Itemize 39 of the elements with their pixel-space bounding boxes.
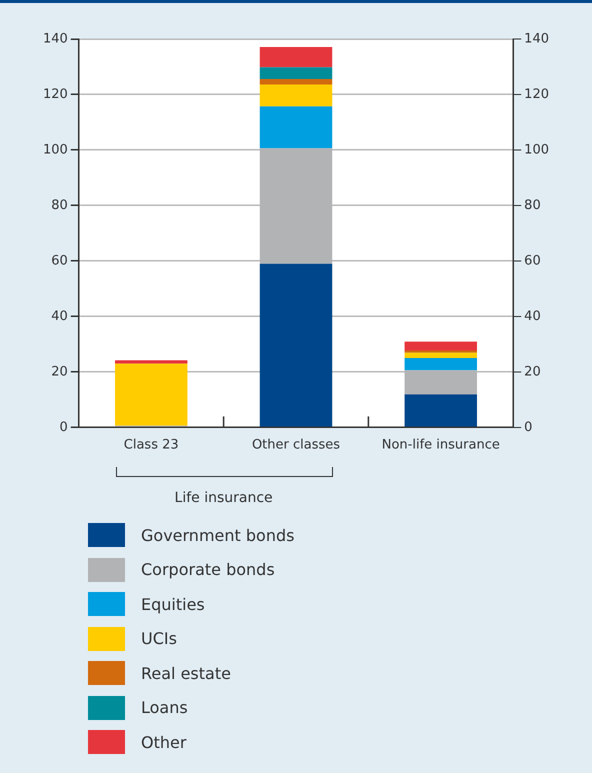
legend-label: Loans	[141, 698, 188, 718]
y2-tick-label: 140	[42, 31, 68, 46]
text: Life insurance	[174, 490, 273, 506]
bar	[404, 358, 477, 370]
y-tick-label: 80	[524, 198, 541, 213]
y2-tick-label: 100	[42, 142, 68, 158]
bar	[115, 364, 188, 426]
y-tick-label: 60	[524, 253, 541, 268]
bar	[260, 78, 332, 84]
bar	[260, 84, 332, 106]
x-tick-label: Other classes	[252, 438, 340, 453]
legend-label: Corporate bonds	[141, 560, 275, 580]
legend-label: Government bonds	[141, 526, 294, 545]
y-tick-label: 40	[524, 308, 541, 324]
x-tick-label: Non-life insurance	[382, 438, 500, 453]
y2-tick-label: 80	[51, 198, 68, 213]
y-tick-label: 20	[524, 364, 541, 380]
y-tick-label: 0	[524, 420, 532, 435]
legend-label: Other	[141, 732, 186, 752]
y-tick-label: 140	[524, 31, 550, 46]
bar	[404, 342, 477, 351]
y-tick-label: 120	[524, 86, 550, 102]
y2-tick-label: 60	[51, 253, 68, 268]
bar	[260, 67, 332, 79]
bar	[260, 106, 332, 148]
y2-tick-label: 0	[60, 420, 68, 435]
bar	[260, 47, 332, 68]
y2-tick-label: 120	[42, 86, 68, 102]
y2-tick-label: 20	[51, 364, 68, 380]
legend-label: UCIs	[141, 629, 177, 648]
bar	[115, 360, 188, 364]
x-tick-label: Class 23	[124, 438, 179, 453]
y-tick-label: 100	[524, 142, 550, 158]
y2-tick-label: 40	[51, 308, 68, 324]
legend-label: Equities	[141, 594, 205, 614]
bar	[260, 264, 332, 427]
bar	[404, 394, 477, 427]
bar	[404, 352, 477, 358]
legend-label: Real estate	[141, 664, 231, 683]
